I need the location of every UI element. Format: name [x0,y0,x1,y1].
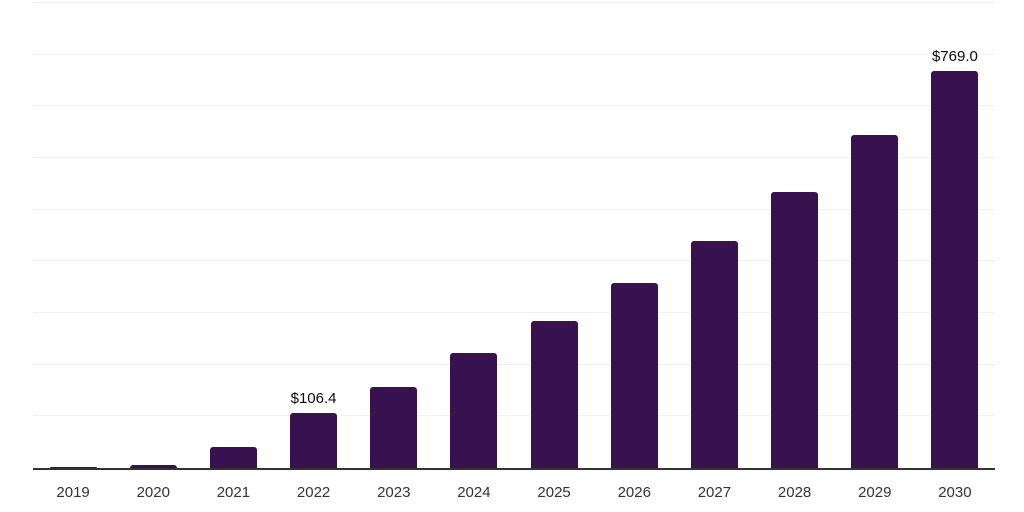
x-tick-label-2026: 2026 [617,484,651,501]
bar-2021 [209,446,257,468]
gridline-400 [33,260,995,262]
gridline-800 [33,53,995,55]
bar-2025 [530,320,578,468]
x-tick-label-2020: 2020 [136,484,170,501]
bar-2026 [610,283,658,468]
bar-value-label-2022: $106.4 [290,390,337,408]
gridline-600 [33,157,995,158]
gridline-500 [33,208,995,210]
x-tick-label-2028: 2028 [777,484,812,501]
x-tick-label-2022: 2022 [296,484,331,501]
bar-2030 [931,70,979,468]
bar-2020 [129,464,177,468]
bar-2027 [690,240,738,468]
x-tick-label-2030: 2030 [938,484,972,501]
bar-2022 [290,413,338,468]
bar-2028 [771,192,819,468]
gridline-700 [33,105,995,107]
gridline-300 [33,312,995,313]
bar-2024 [450,352,498,468]
x-tick-label-2025: 2025 [537,484,571,501]
x-tick-label-2027: 2027 [697,484,732,501]
plot-area: $106.4 $769.0 [33,2,995,470]
x-tick-label-2024: 2024 [457,484,491,501]
bar-value-label-2030: $769.0 [931,47,978,65]
bar-2019 [49,467,97,468]
x-tick-label-2029: 2029 [858,484,892,501]
gridline-200 [33,363,995,365]
x-tick-label-2019: 2019 [56,484,90,501]
x-axis-labels: 2019 2020 2021 2022 2023 2024 2025 2026 2027 2028… [33,484,995,506]
x-tick-label-2023: 2023 [377,484,411,501]
gridline-100 [33,415,995,417]
bar-2029 [851,135,899,468]
gridline-900 [33,2,995,3]
bar-2023 [370,387,418,468]
x-tick-label-2021: 2021 [216,484,251,501]
